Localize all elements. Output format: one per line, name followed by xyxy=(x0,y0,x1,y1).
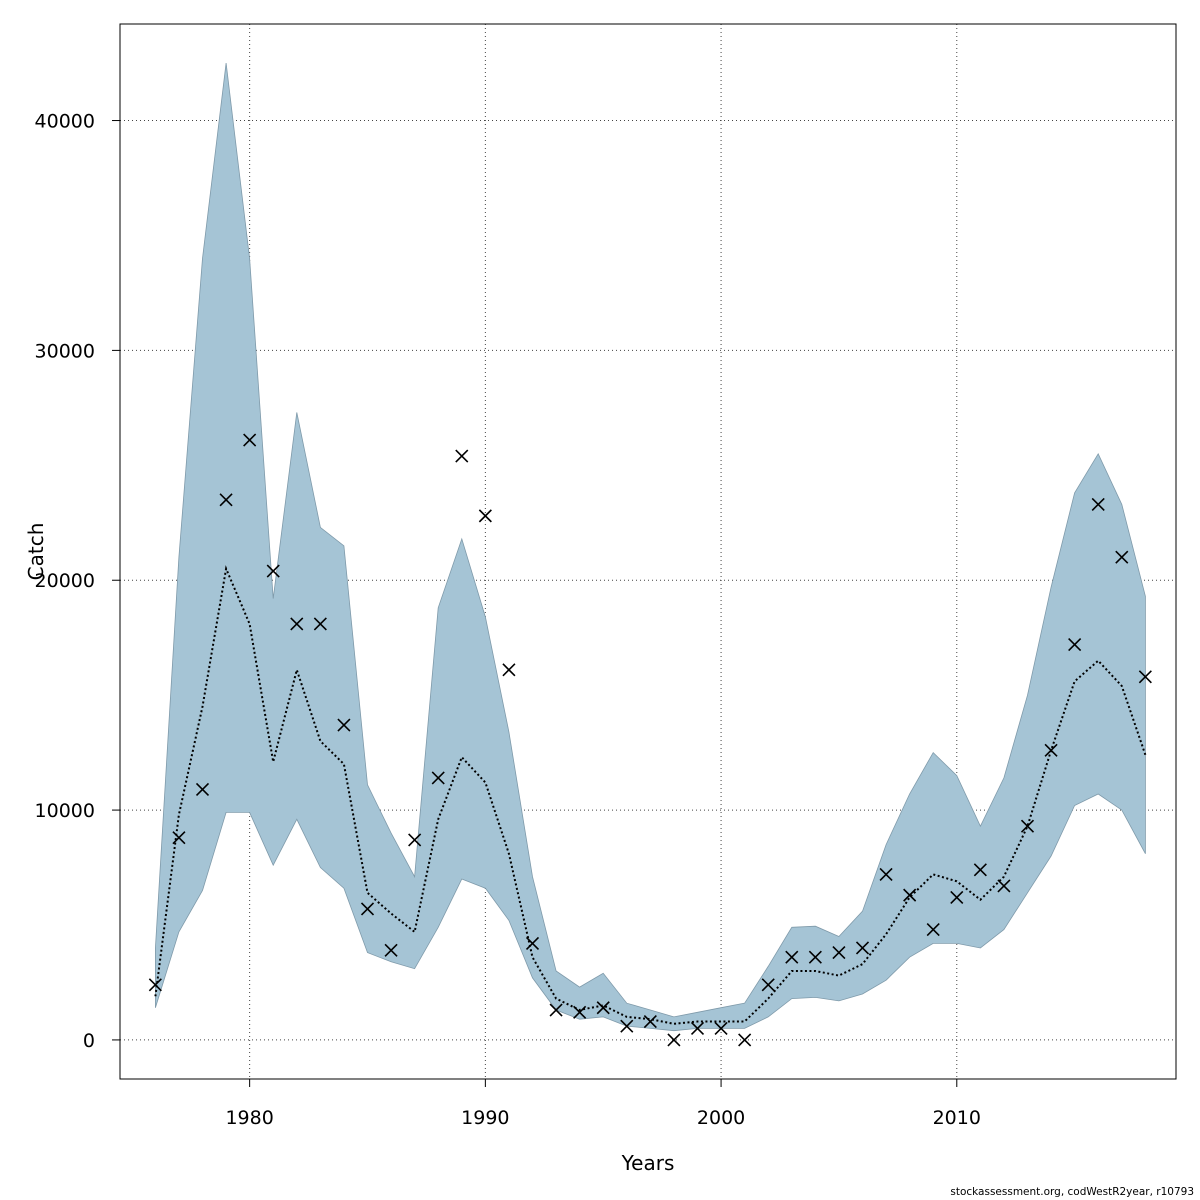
observed-point xyxy=(549,1003,563,1017)
grid-lines xyxy=(120,24,1176,1079)
observed-point xyxy=(1020,819,1035,833)
x-tick-label: 2010 xyxy=(933,1107,981,1129)
observed-point xyxy=(313,617,327,631)
observed-point xyxy=(761,978,775,992)
observed-point xyxy=(643,1014,657,1029)
observed-point xyxy=(360,902,375,916)
x-tick-label: 1990 xyxy=(461,1107,509,1129)
x-axis-title: Years xyxy=(621,1151,675,1175)
observed-point xyxy=(903,888,917,902)
observed-point xyxy=(478,509,492,523)
observed-point xyxy=(172,831,186,845)
observed-point xyxy=(667,1033,681,1047)
observed-point xyxy=(1091,497,1105,511)
observed-point xyxy=(879,867,893,882)
observed-point xyxy=(573,1005,587,1019)
observed-point xyxy=(195,782,210,796)
observed-point xyxy=(997,879,1011,893)
plot-frame xyxy=(119,23,1177,1080)
observed-point xyxy=(950,890,964,904)
observed-point xyxy=(431,771,445,785)
observed-point xyxy=(620,1019,634,1033)
observed-point xyxy=(596,1001,610,1015)
y-tick-label: 40000 xyxy=(35,111,95,133)
y-axis-title: Catch xyxy=(24,523,48,581)
observed-point xyxy=(266,564,280,578)
observed-point xyxy=(384,943,398,957)
estimate-line xyxy=(154,565,1147,1025)
observed-point xyxy=(1115,550,1129,564)
observed-point xyxy=(785,950,799,964)
y-tick-label: 0 xyxy=(83,1030,95,1052)
axes: 1980 1990 2000 2010 0 10000 20000 30000 40000 xyxy=(35,111,981,1129)
observed-markers xyxy=(148,433,1152,1047)
observed-point xyxy=(832,946,846,960)
observed-point xyxy=(1138,670,1152,684)
observed-point xyxy=(1044,743,1058,757)
observed-point xyxy=(973,863,987,877)
observed-point xyxy=(926,923,940,937)
observed-point xyxy=(455,449,469,463)
observed-point xyxy=(738,1033,752,1047)
y-tick-label: 10000 xyxy=(35,800,95,822)
observed-point xyxy=(690,1021,705,1035)
y-tick-label: 30000 xyxy=(35,340,95,362)
observed-point xyxy=(502,663,516,677)
observed-point xyxy=(148,978,162,992)
x-tick-label: 2000 xyxy=(697,1107,745,1129)
observed-point xyxy=(808,950,822,964)
x-tick-label: 1980 xyxy=(225,1107,273,1129)
observed-point xyxy=(855,941,870,955)
observed-point xyxy=(525,936,540,950)
y-tick-label: 20000 xyxy=(35,570,95,592)
observed-point xyxy=(243,433,257,447)
confidence-band xyxy=(155,63,1146,1032)
observed-point xyxy=(337,718,351,732)
observed-point xyxy=(290,617,304,631)
observed-point xyxy=(714,1021,728,1035)
footer-note: stockassessment.org, codWestR2year, r107… xyxy=(950,1186,1194,1198)
observed-point xyxy=(408,833,422,847)
observed-point xyxy=(1068,638,1082,652)
observed-point xyxy=(219,493,233,507)
